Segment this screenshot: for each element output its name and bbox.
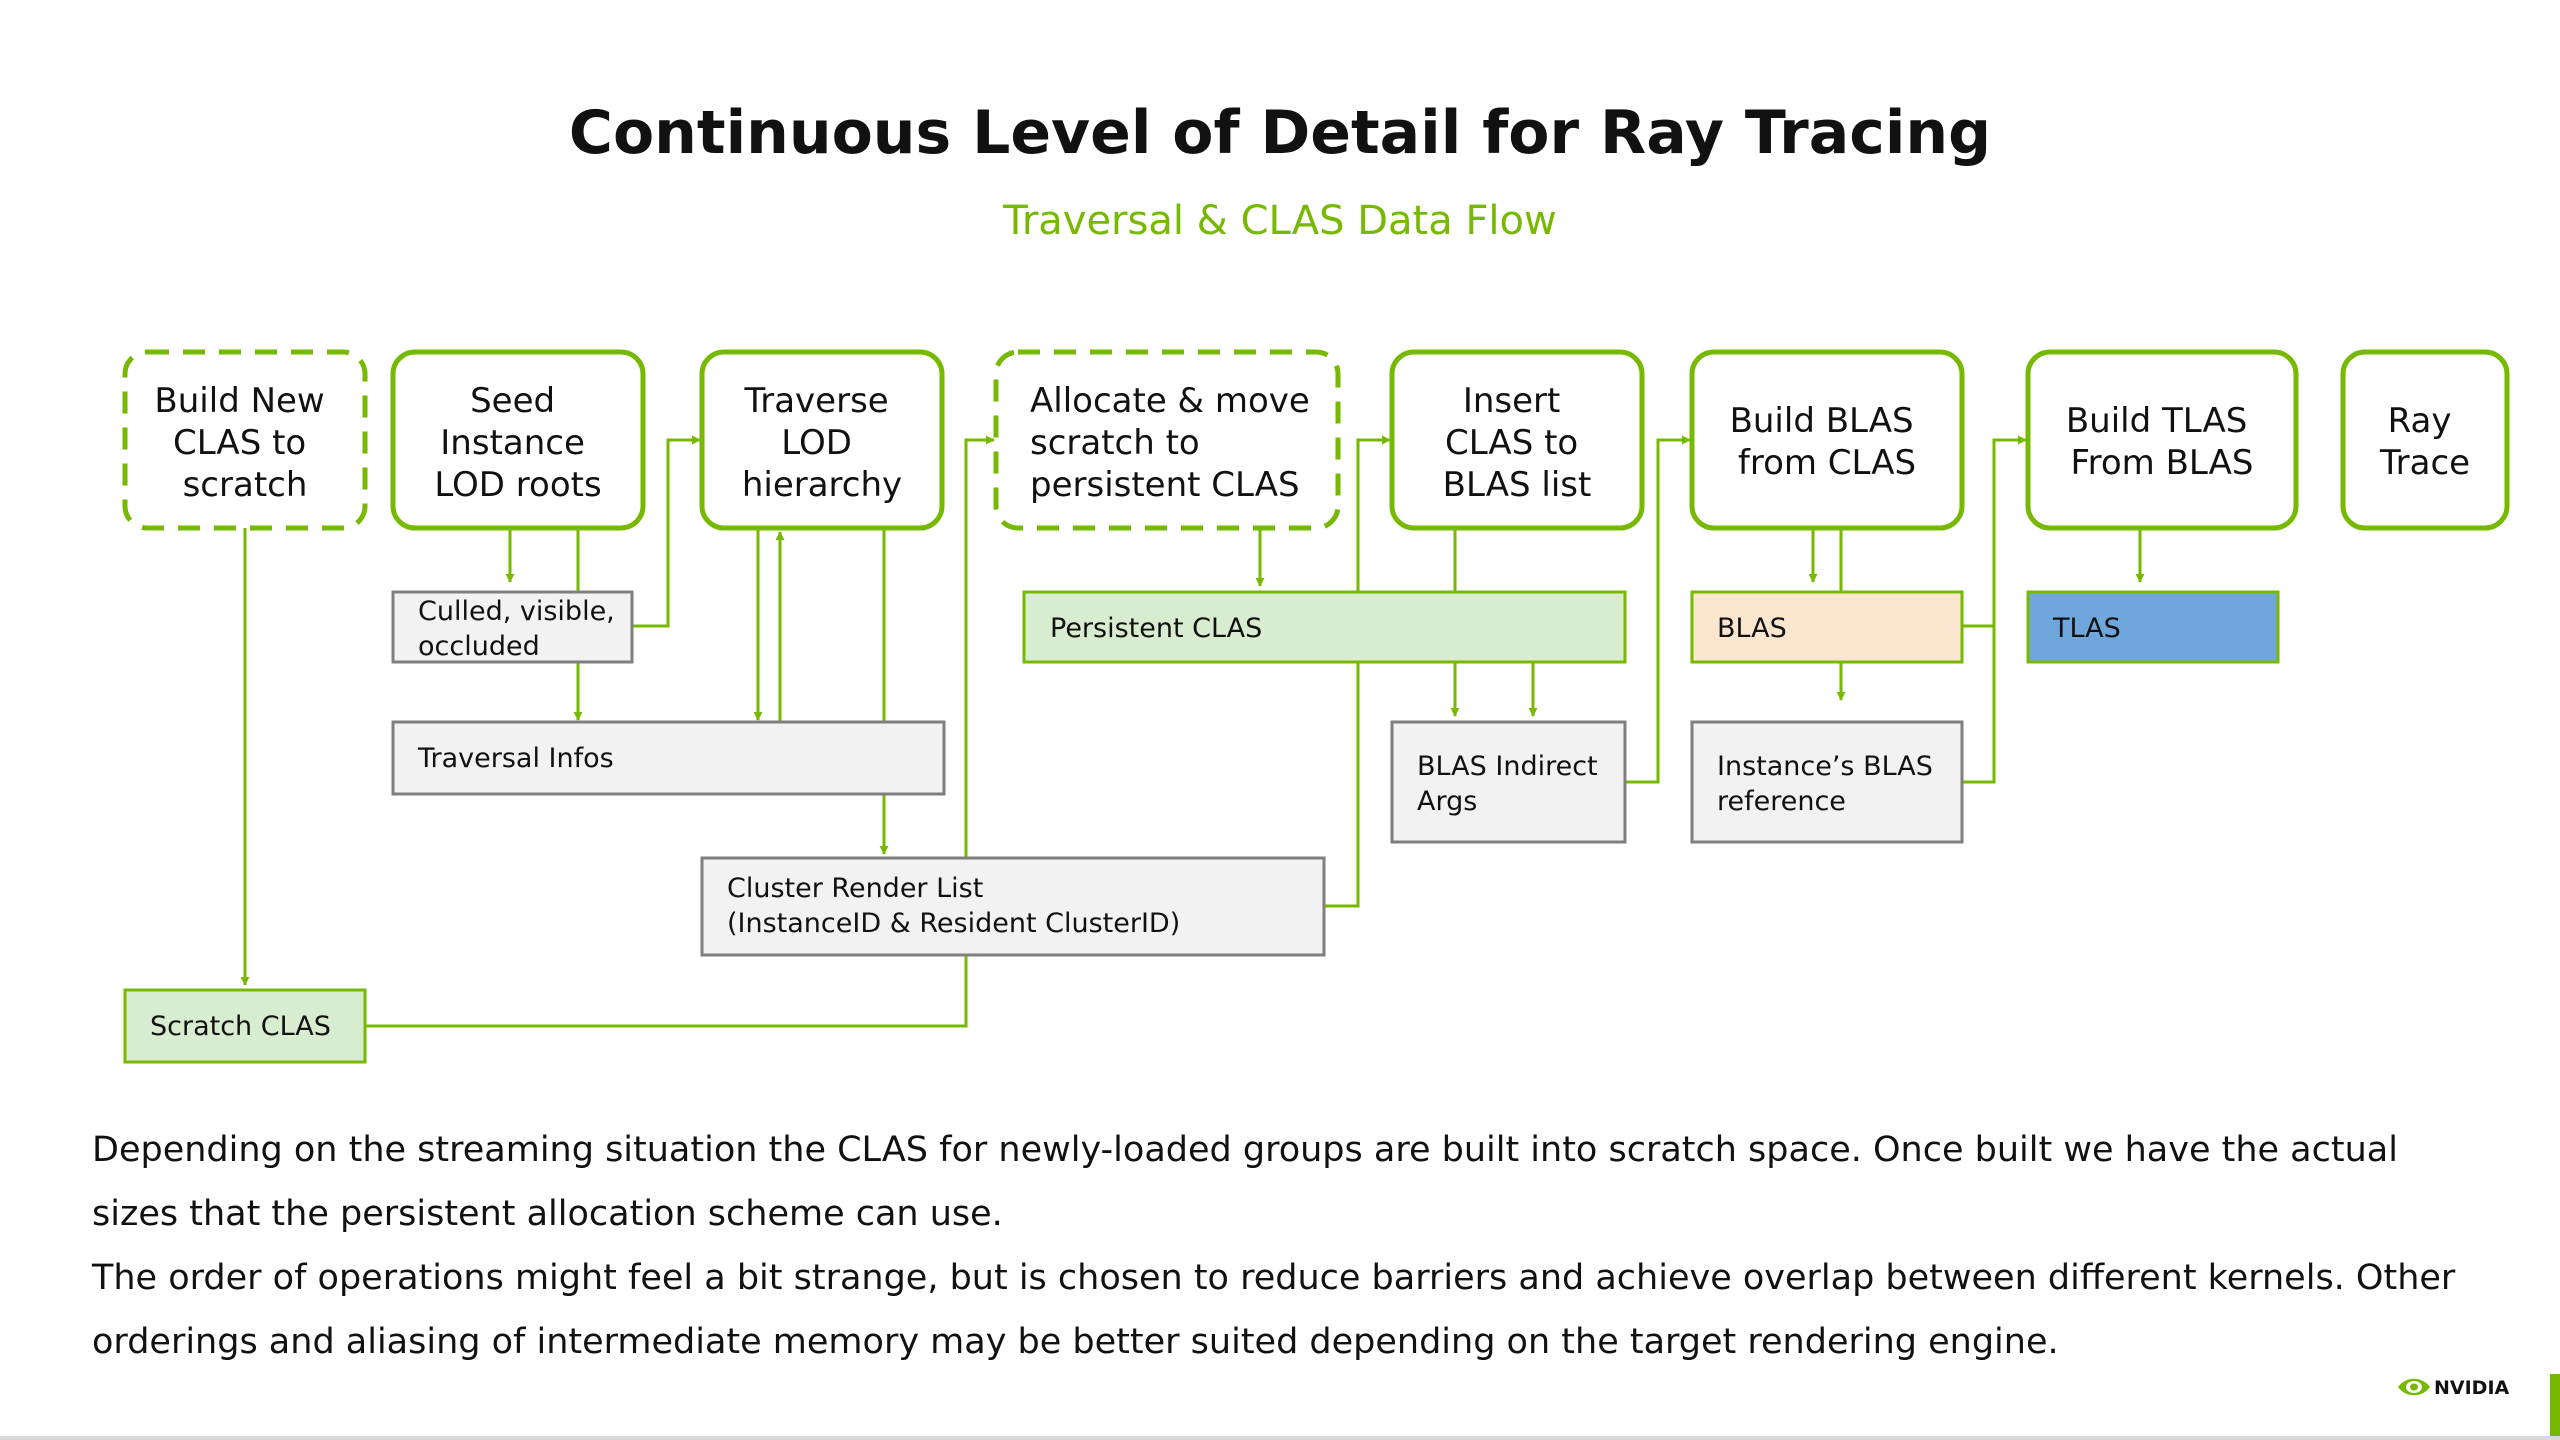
stage-line: Ray: [2388, 401, 2452, 441]
stage-line: from CLAS: [1738, 443, 1916, 483]
buffer-line: BLAS: [1717, 613, 1787, 644]
edge-culled-to-traverse: [632, 435, 701, 628]
stage-build-new-clas: [122, 349, 368, 531]
buffer-traversal-infos: [391, 720, 946, 796]
stage-label-allocate-move: Allocate & move scratch to persistent CL…: [1030, 381, 1321, 505]
stage-line: Insert: [1463, 381, 1561, 421]
stage-line: scratch to: [1030, 423, 1200, 463]
stage-build-blas: [1689, 349, 1965, 531]
stage-line: hierarchy: [742, 465, 902, 505]
description-paragraph: The order of operations might feel a bit…: [92, 1258, 2456, 1362]
description: Depending on the streaming situation the…: [92, 1118, 2492, 1374]
stage-label-build-new-clas: Build New CLAS to scratch: [154, 381, 335, 505]
stage-label-build-tlas: Build TLAS From BLAS: [2066, 401, 2258, 483]
buffer-line: (InstanceID & Resident ClusterID): [727, 908, 1180, 939]
stage-line: CLAS to: [1445, 423, 1578, 463]
logo-wordmark: NVIDIA: [2434, 1377, 2510, 1399]
buffer-line: Instance’s BLAS: [1717, 751, 1933, 782]
stage-build-tlas: [2025, 349, 2299, 531]
stage-label-seed-instance: Seed Instance LOD roots: [434, 381, 601, 505]
stage-line: CLAS to: [173, 423, 306, 463]
stage-nodes: [122, 349, 2510, 531]
edge-indirect-to-build-blas: [1625, 435, 1691, 784]
stage-line: LOD: [781, 423, 852, 463]
buffer-label-instance-blas-ref: Instance’s BLAS reference: [1717, 751, 1941, 817]
buffer-line: Culled, visible,: [418, 596, 615, 627]
buffer-blas: [1690, 590, 1964, 664]
buffer-persistent-clas: [1022, 590, 1627, 664]
stage-line: Trace: [2379, 443, 2470, 483]
buffer-label-cluster-render-list: Cluster Render List (InstanceID & Reside…: [727, 873, 1180, 939]
footer-rule: [0, 1436, 2560, 1440]
buffer-line: Persistent CLAS: [1050, 613, 1262, 644]
buffer-line: TLAS: [2052, 613, 2121, 644]
buffer-blas-indirect: [1390, 720, 1627, 844]
buffer-line: Args: [1417, 786, 1477, 817]
buffer-label-tlas: TLAS: [2052, 613, 2121, 644]
stage-labels: Build New CLAS to scratch Seed Instance …: [154, 381, 2470, 505]
buffer-line: Scratch CLAS: [150, 1011, 331, 1042]
stage-label-ray-trace: Ray Trace: [2379, 401, 2470, 483]
buffer-line: BLAS Indirect: [1417, 751, 1598, 782]
stage-line: Allocate & move: [1030, 381, 1310, 421]
buffer-tlas: [2026, 590, 2280, 664]
accent-edge-bar: [2550, 1374, 2560, 1440]
edge-cluster-list-to-insert: [1324, 435, 1391, 908]
edge-ref-to-build-tlas: [1962, 435, 2027, 784]
buffer-labels: Culled, visible, occluded Traversal Info…: [150, 596, 2121, 1042]
buffer-line: occluded: [418, 631, 540, 662]
buffer-instance-blas-ref: [1690, 720, 1964, 844]
buffer-line: Cluster Render List: [727, 873, 983, 904]
stage-seed-instance: [390, 349, 646, 531]
stage-label-build-blas: Build BLAS from CLAS: [1730, 401, 1925, 483]
stage-ray-trace: [2340, 349, 2510, 531]
stage-line: Seed: [470, 381, 555, 421]
buffer-label-scratch-clas: Scratch CLAS: [150, 1011, 331, 1042]
buffer-label-culled: Culled, visible, occluded: [418, 596, 623, 662]
buffer-label-traversal-infos: Traversal Infos: [417, 743, 614, 774]
stage-label-traverse-lod: Traverse LOD hierarchy: [742, 381, 902, 505]
edge-scratch-to-allocate: [365, 435, 995, 1028]
stage-line: Traverse: [743, 381, 888, 421]
stage-line: scratch: [183, 465, 308, 505]
slide-subtitle: Traversal & CLAS Data Flow: [1003, 198, 1557, 244]
nvidia-logo: NVIDIA: [2398, 1377, 2510, 1399]
stage-line: Build TLAS: [2066, 401, 2248, 441]
buffer-label-persistent-clas: Persistent CLAS: [1050, 613, 1262, 644]
stage-insert-clas: [1389, 349, 1645, 531]
slide-title: Continuous Level of Detail for Ray Traci…: [568, 98, 1992, 168]
buffer-culled: [391, 590, 634, 664]
description-paragraph: Depending on the streaming situation the…: [92, 1130, 2398, 1234]
stage-line: Build BLAS: [1730, 401, 1914, 441]
stage-allocate-move: [993, 349, 1341, 531]
buffer-line: Traversal Infos: [417, 743, 614, 774]
buffer-boxes: [123, 590, 2280, 1064]
buffer-label-blas-indirect: BLAS Indirect Args: [1417, 751, 1606, 817]
buffer-scratch-clas: [123, 988, 367, 1064]
stage-line: BLAS list: [1443, 465, 1592, 505]
stage-line: LOD roots: [434, 465, 601, 505]
stage-line: Instance: [440, 423, 585, 463]
stage-traverse-lod: [699, 349, 945, 531]
stage-label-insert-clas: Insert CLAS to BLAS list: [1443, 381, 1592, 505]
nvidia-eye-icon: [2398, 1378, 2430, 1396]
stage-line: From BLAS: [2071, 443, 2254, 483]
buffer-label-blas: BLAS: [1717, 613, 1787, 644]
stage-line: persistent CLAS: [1030, 465, 1300, 505]
buffer-line: reference: [1717, 786, 1846, 817]
stage-line: Build New: [154, 381, 324, 421]
buffer-cluster-render-list: [700, 856, 1326, 957]
data-flow-diagram: Build New CLAS to scratch Seed Instance …: [122, 349, 2510, 1064]
